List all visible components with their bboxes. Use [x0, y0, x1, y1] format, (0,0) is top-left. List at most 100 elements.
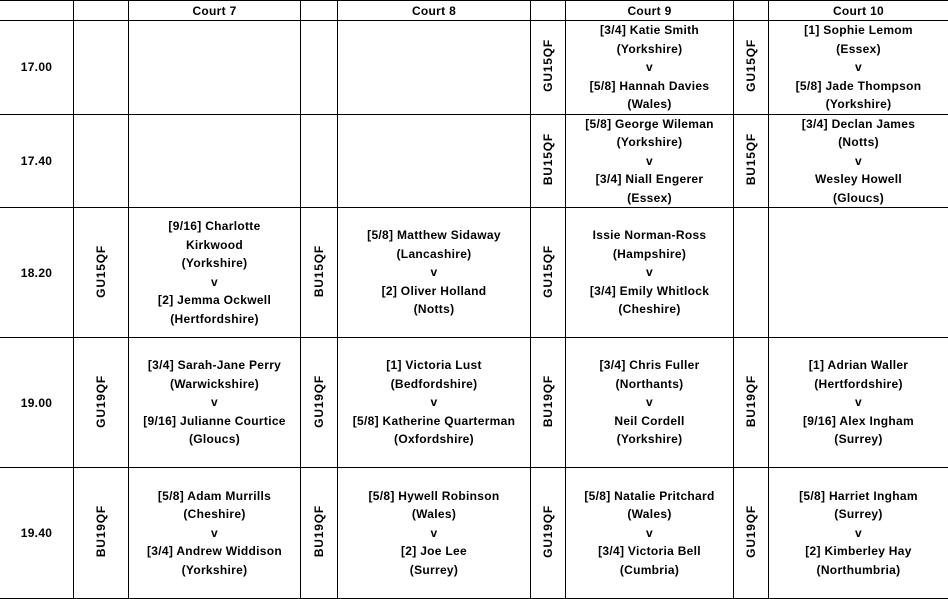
- match-cell: [769, 208, 948, 338]
- match-cell: [5/8] George Wileman(Yorkshire)v[3/4] Ni…: [566, 114, 734, 208]
- time-slot: 17.00: [0, 21, 74, 115]
- versus-label: v: [129, 524, 300, 543]
- county-label: (Hertfordshire): [129, 310, 300, 329]
- category-label: GU19QF: [94, 375, 108, 428]
- county-label: (Oxfordshire): [338, 430, 530, 449]
- category-label: GU19QF: [744, 505, 758, 558]
- category-label: GU15QF: [541, 39, 555, 92]
- court-7-header: Court 7: [129, 1, 301, 21]
- category-cell: GU15QF: [734, 21, 769, 115]
- county-label: (Yorkshire): [566, 40, 733, 59]
- county-label: (Cumbria): [566, 561, 733, 580]
- category-header: [734, 1, 769, 21]
- county-label: (Yorkshire): [566, 430, 733, 449]
- category-cell: BU19QF: [74, 468, 129, 599]
- versus-label: v: [129, 393, 300, 412]
- category-cell: GU19QF: [74, 338, 129, 468]
- county-label: (Gloucs): [769, 189, 948, 208]
- player-name: Wesley Howell: [769, 170, 948, 189]
- versus-label: v: [338, 524, 530, 543]
- versus-label: v: [769, 152, 948, 171]
- versus-label: v: [769, 58, 948, 77]
- county-label: (Wales): [566, 505, 733, 524]
- category-cell: BU19QF: [531, 338, 566, 468]
- time-slot: 17.40: [0, 114, 74, 208]
- category-cell: [301, 114, 338, 208]
- match-cell: [3/4] Sarah-Jane Perry(Warwickshire)v[9/…: [129, 338, 301, 468]
- county-label: (Cheshire): [566, 300, 733, 319]
- player-name: [5/8] Adam Murrills: [129, 487, 300, 506]
- category-cell: GU19QF: [531, 468, 566, 599]
- player-name: [3/4] Chris Fuller: [566, 356, 733, 375]
- player-name: [9/16] Charlotte: [129, 217, 300, 236]
- category-cell: [734, 208, 769, 338]
- player-name: [3/4] Niall Engerer: [566, 170, 733, 189]
- player-name: Issie Norman-Ross: [566, 226, 733, 245]
- category-header: [301, 1, 338, 21]
- county-label: (Warwickshire): [129, 375, 300, 394]
- county-label: (Surrey): [769, 505, 948, 524]
- county-label: (Hertfordshire): [769, 375, 948, 394]
- category-cell: GU19QF: [734, 468, 769, 599]
- county-label: (Yorkshire): [129, 561, 300, 580]
- county-label: (Yorkshire): [129, 254, 300, 273]
- versus-label: v: [566, 524, 733, 543]
- player-name: [5/8] Jade Thompson: [769, 77, 948, 96]
- category-cell: BU15QF: [301, 208, 338, 338]
- player-name: [5/8] Hannah Davies: [566, 77, 733, 96]
- player-name: Kirkwood: [129, 236, 300, 255]
- match-cell: Issie Norman-Ross(Hampshire)v[3/4] Emily…: [566, 208, 734, 338]
- versus-label: v: [566, 152, 733, 171]
- county-label: (Northants): [566, 375, 733, 394]
- court-9-header: Court 9: [566, 1, 734, 21]
- player-name: [3/4] Sarah-Jane Perry: [129, 356, 300, 375]
- category-cell: BU15QF: [531, 114, 566, 208]
- player-name: Neil Cordell: [566, 412, 733, 431]
- county-label: (Notts): [338, 300, 530, 319]
- versus-label: v: [566, 263, 733, 282]
- county-label: (Lancashire): [338, 245, 530, 264]
- category-cell: GU15QF: [531, 21, 566, 115]
- category-label: BU19QF: [94, 505, 108, 557]
- match-cell: [1] Sophie Lemom(Essex)v[5/8] Jade Thomp…: [769, 21, 948, 115]
- county-label: (Surrey): [769, 430, 948, 449]
- match-cell: [5/8] Hywell Robinson(Wales)v[2] Joe Lee…: [338, 468, 531, 599]
- category-label: BU15QF: [744, 133, 758, 185]
- court-8-header: Court 8: [338, 1, 531, 21]
- county-label: (Hampshire): [566, 245, 733, 264]
- match-cell: [3/4] Katie Smith(Yorkshire)v[5/8] Hanna…: [566, 21, 734, 115]
- player-name: [5/8] Harriet Ingham: [769, 487, 948, 506]
- county-label: (Wales): [566, 95, 733, 114]
- player-name: [1] Adrian Waller: [769, 356, 948, 375]
- category-label: BU19QF: [541, 375, 555, 427]
- county-label: (Bedfordshire): [338, 375, 530, 394]
- versus-label: v: [769, 524, 948, 543]
- category-cell: [301, 21, 338, 115]
- category-label: BU15QF: [312, 245, 326, 297]
- player-name: [1] Sophie Lemom: [769, 21, 948, 40]
- player-name: [2] Joe Lee: [338, 542, 530, 561]
- header-row: Court 7 Court 8 Court 9 Court 10: [0, 1, 948, 21]
- player-name: [3/4] Emily Whitlock: [566, 282, 733, 301]
- player-name: [9/16] Julianne Courtice: [129, 412, 300, 431]
- county-label: (Yorkshire): [566, 133, 733, 152]
- category-cell: BU15QF: [734, 114, 769, 208]
- player-name: [5/8] Hywell Robinson: [338, 487, 530, 506]
- category-cell: GU15QF: [531, 208, 566, 338]
- county-label: (Cheshire): [129, 505, 300, 524]
- versus-label: v: [566, 58, 733, 77]
- county-label: (Essex): [566, 189, 733, 208]
- versus-label: v: [338, 263, 530, 282]
- match-cell: [1] Victoria Lust(Bedfordshire)v[5/8] Ka…: [338, 338, 531, 468]
- time-header: [0, 1, 74, 21]
- category-cell: BU19QF: [734, 338, 769, 468]
- match-cell: [129, 114, 301, 208]
- category-cell: GU15QF: [74, 208, 129, 338]
- category-label: BU15QF: [541, 133, 555, 185]
